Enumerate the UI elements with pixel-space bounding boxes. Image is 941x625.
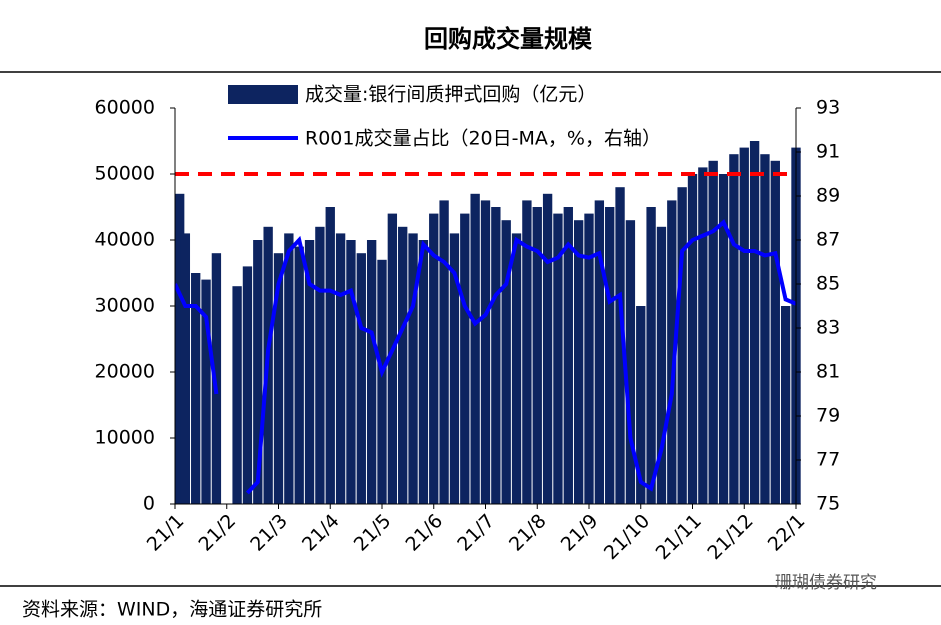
y2-tick-label: 81 <box>816 361 840 383</box>
y2-tick-label: 91 <box>816 141 840 163</box>
bar <box>563 207 573 504</box>
bar <box>480 200 491 504</box>
source: 资料来源：WIND，海通证券研究所 <box>22 599 322 621</box>
bar <box>491 207 501 504</box>
chart-title: 回购成交量规模 <box>424 25 593 53</box>
bar <box>232 286 242 504</box>
legend-label: R001成交量占比（20日-MA，%，右轴） <box>305 128 661 150</box>
bar <box>294 246 304 504</box>
bar <box>191 273 201 504</box>
watermark: 珊瑚债券研究 <box>775 573 877 593</box>
bar <box>687 174 698 504</box>
bar <box>615 187 625 504</box>
x-tick-label: 21/3 <box>246 510 292 556</box>
bar <box>636 306 646 504</box>
bar <box>646 207 656 504</box>
bar <box>532 207 542 504</box>
bar <box>242 266 253 504</box>
y-tick-label: 20000 <box>95 361 155 383</box>
y-tick-label: 30000 <box>95 295 155 317</box>
bar <box>780 306 791 504</box>
bar <box>594 200 605 504</box>
legend-label: 成交量:银行间质押式回购（亿元） <box>305 84 596 106</box>
bar <box>418 240 429 504</box>
bar <box>408 233 418 504</box>
bar <box>284 233 294 504</box>
bar <box>760 154 770 504</box>
y2-tick-label: 75 <box>816 493 840 515</box>
bar <box>211 253 222 504</box>
bar <box>449 233 460 504</box>
y2-tick-label: 85 <box>816 273 840 295</box>
bar <box>501 220 511 504</box>
y2-tick-label: 77 <box>816 449 840 471</box>
y-tick-label: 60000 <box>95 97 155 119</box>
bar <box>718 174 729 504</box>
bar <box>398 226 408 505</box>
bar <box>439 200 449 504</box>
bar <box>304 240 315 504</box>
x-tick-label: 21/6 <box>401 510 447 556</box>
bar <box>315 226 325 505</box>
legend-swatch <box>228 85 298 104</box>
bar <box>175 193 185 505</box>
bar <box>749 141 760 504</box>
bar <box>460 213 470 504</box>
bar <box>180 233 191 504</box>
line-series <box>175 283 219 395</box>
bar <box>625 220 636 504</box>
x-tick-label: 21/11 <box>652 510 706 564</box>
bar <box>770 160 780 505</box>
x-tick-label: 21/4 <box>298 510 344 556</box>
y-tick-label: 10000 <box>95 427 155 449</box>
line-series <box>245 219 796 495</box>
x-tick-label: 21/5 <box>350 510 396 556</box>
bar <box>667 200 677 504</box>
bar <box>739 147 749 504</box>
y-tick-label: 40000 <box>95 229 155 251</box>
bar <box>377 259 387 504</box>
x-tick-label: 21/8 <box>505 510 551 556</box>
bar <box>201 279 211 504</box>
y2-tick-label: 89 <box>816 185 840 207</box>
bar <box>273 253 284 504</box>
y2-tick-label: 79 <box>816 405 840 427</box>
bar <box>356 253 366 504</box>
x-tick-label: 21/9 <box>557 510 603 556</box>
y2-tick-label: 83 <box>816 317 840 339</box>
bar <box>253 240 263 504</box>
bar <box>346 240 356 504</box>
bar <box>366 240 377 504</box>
y2-tick-label: 93 <box>816 97 840 119</box>
bar <box>656 226 667 505</box>
bar <box>511 233 522 504</box>
bar <box>584 213 594 504</box>
bar <box>698 167 708 504</box>
y2-tick-label: 87 <box>816 229 840 251</box>
bar <box>677 187 687 504</box>
bar <box>429 213 439 504</box>
x-tick-label: 21/10 <box>600 510 654 564</box>
bar <box>573 220 584 504</box>
bar <box>335 233 346 504</box>
bar <box>387 213 398 504</box>
bar <box>729 154 739 504</box>
bar <box>605 207 615 504</box>
bar <box>553 213 563 504</box>
x-tick-label: 22/1 <box>764 510 810 556</box>
bar <box>542 193 553 505</box>
x-tick-label: 21/12 <box>703 510 757 564</box>
y-tick-label: 0 <box>143 493 155 515</box>
x-tick-label: 21/2 <box>194 510 240 556</box>
x-tick-label: 21/7 <box>453 510 499 556</box>
bar <box>325 207 335 504</box>
bar <box>708 160 718 505</box>
x-tick-label: 21/1 <box>143 510 189 556</box>
y-tick-label: 50000 <box>95 163 155 185</box>
bar <box>522 200 532 504</box>
bar <box>470 193 480 505</box>
